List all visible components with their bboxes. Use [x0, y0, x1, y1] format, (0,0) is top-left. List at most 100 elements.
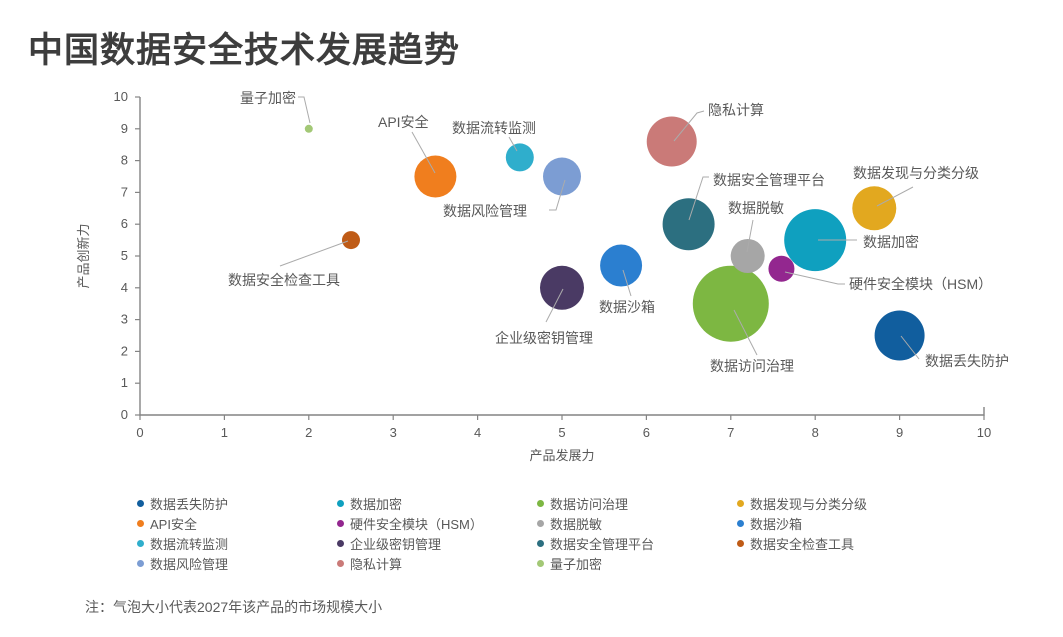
legend-item: 数据流转监测	[137, 533, 337, 553]
legend-label: 数据丢失防护	[150, 496, 229, 512]
legend-label: 数据加密	[350, 496, 403, 512]
x-tick-label: 7	[727, 425, 734, 440]
legend-dot-icon	[737, 499, 744, 507]
legend-label: 数据发现与分类分级	[750, 496, 868, 512]
legend-item: 隐私计算	[337, 553, 537, 573]
legend-item: 数据风险管理	[137, 553, 337, 573]
legend-dot-icon	[737, 519, 744, 527]
bubble-label-data-discovery-classification: 数据发现与分类分级	[853, 165, 979, 181]
legend-item: 硬件安全模块（HSM）	[337, 513, 537, 533]
bubble-data-flow-monitoring	[505, 143, 534, 172]
page-title: 中国数据安全技术发展趋势	[28, 31, 461, 70]
chart-legend: 数据丢失防护 API安全 数据流转监测 数据风险管理 数据加密 硬件安全模块（HSM） 企业…	[137, 493, 937, 573]
leader-line-data-masking	[746, 219, 754, 253]
legend-dot-icon	[137, 539, 144, 547]
legend-label: 数据安全检查工具	[750, 536, 855, 552]
bubble-label-data-risk-management: 数据风险管理	[443, 203, 527, 219]
legend-dot-icon	[337, 519, 344, 527]
bubble-label-privacy-computing: 隐私计算	[708, 102, 764, 118]
legend-label: 数据风险管理	[150, 556, 229, 572]
leader-line-hardware-security-module	[784, 271, 845, 285]
bubble-data-sandbox	[600, 244, 643, 287]
axes	[139, 97, 985, 416]
x-tick-label: 5	[558, 425, 565, 440]
x-tick-label: 9	[896, 425, 903, 440]
bubble-label-data-loss-prevention: 数据丢失防护	[925, 353, 1009, 369]
bubble-label-data-flow-monitoring: 数据流转监测	[452, 120, 536, 136]
legend-label: 数据访问治理	[550, 496, 629, 512]
legend-label: 数据脱敏	[550, 516, 603, 532]
y-tick-label: 8	[121, 153, 128, 168]
bubble-label-quantum-encryption: 量子加密	[240, 90, 296, 106]
leader-line-data-flow-monitoring	[508, 136, 518, 152]
legend-column: 数据访问治理 数据脱敏数据安全管理平台 量子加密	[537, 493, 737, 573]
y-tick-label: 7	[121, 184, 128, 199]
bubble-api-security	[414, 155, 457, 198]
legend-dot-icon	[137, 499, 144, 507]
bubble-label-enterprise-key-management: 企业级密钥管理	[495, 330, 593, 346]
leader-line-data-security-management-platform	[688, 176, 709, 221]
bubble-quantum-encryption	[304, 124, 313, 133]
x-tick-label: 0	[136, 425, 143, 440]
legend-item: 企业级密钥管理	[337, 533, 537, 553]
bubble-data-security-inspection-tool	[342, 231, 360, 250]
bubble-label-data-security-management-platform: 数据安全管理平台	[713, 172, 825, 188]
y-tick-label: 10	[114, 89, 128, 104]
x-tick-label: 3	[390, 425, 397, 440]
leader-line-data-risk-management	[549, 179, 566, 211]
leader-line-privacy-computing	[673, 110, 705, 142]
bubble-data-encryption	[784, 209, 847, 272]
bubble-enterprise-key-management	[540, 265, 584, 310]
leader-line-quantum-encryption	[298, 96, 311, 124]
legend-label: 隐私计算	[350, 556, 403, 572]
y-tick-label: 5	[121, 248, 128, 263]
legend-dot-icon	[537, 559, 544, 567]
leader-line-data-loss-prevention	[900, 335, 920, 360]
legend-item: 数据脱敏	[537, 513, 737, 533]
x-axis-title: 产品发展力	[529, 448, 594, 463]
legend-item: 数据加密	[337, 493, 537, 513]
legend-dot-icon	[337, 559, 344, 567]
y-tick-label: 3	[121, 312, 128, 327]
legend-item: 数据发现与分类分级	[737, 493, 937, 513]
y-tick-label: 9	[121, 121, 128, 136]
legend-item: API安全	[137, 513, 337, 533]
legend-label: 量子加密	[550, 556, 603, 572]
legend-dot-icon	[537, 539, 544, 547]
legend-label: 数据安全管理平台	[550, 536, 655, 552]
y-tick-label: 2	[121, 343, 128, 358]
legend-dot-icon	[737, 539, 744, 547]
legend-dot-icon	[137, 559, 144, 567]
leader-line-data-sandbox	[622, 269, 632, 297]
x-tick-label: 2	[305, 425, 312, 440]
bubble-privacy-computing	[646, 116, 697, 167]
legend-label: 企业级密钥管理	[350, 536, 442, 552]
x-tick-label: 4	[474, 425, 481, 440]
legend-dot-icon	[137, 519, 144, 527]
legend-column: 数据发现与分类分级 数据沙箱 数据安全检查工具	[737, 493, 937, 573]
bubble-data-loss-prevention	[874, 310, 925, 361]
y-axis-title: 产品创新力	[76, 223, 91, 288]
x-tick-label: 8	[812, 425, 819, 440]
y-tick-label: 4	[121, 280, 128, 295]
legend-dot-icon	[537, 519, 544, 527]
legend-label: 数据流转监测	[150, 536, 229, 552]
legend-column: 数据丢失防护 API安全数据流转监测 数据风险管理	[137, 493, 337, 573]
legend-dot-icon	[337, 539, 344, 547]
leader-line-api-security	[411, 131, 436, 174]
x-tick-label: 1	[221, 425, 228, 440]
legend-item: 数据丢失防护	[137, 493, 337, 513]
bubble-data-discovery-classification	[852, 186, 897, 231]
bubble-label-data-encryption: 数据加密	[863, 234, 919, 250]
leader-line-enterprise-key-management	[545, 288, 564, 323]
legend-dot-icon	[537, 499, 544, 507]
leader-line-data-discovery-classification	[876, 186, 914, 207]
bubble-label-data-sandbox: 数据沙箱	[599, 299, 655, 315]
bubble-chart: 0 1 2 3 4 5 6 7 8 9 10 0 1 2 3 4 5 6 7 8 9 10 产品发展力 产品创新力数据丢失防护…	[76, 89, 1009, 463]
y-tick-label: 0	[121, 407, 128, 422]
bubble-data-security-management-platform	[662, 198, 715, 251]
legend-item: 量子加密	[537, 553, 737, 573]
bubble-hardware-security-module	[768, 255, 795, 282]
legend-column: 数据加密 硬件安全模块（HSM） 企业级密钥管理 隐私计算	[337, 493, 537, 573]
leader-line-data-security-inspection-tool	[279, 240, 349, 267]
